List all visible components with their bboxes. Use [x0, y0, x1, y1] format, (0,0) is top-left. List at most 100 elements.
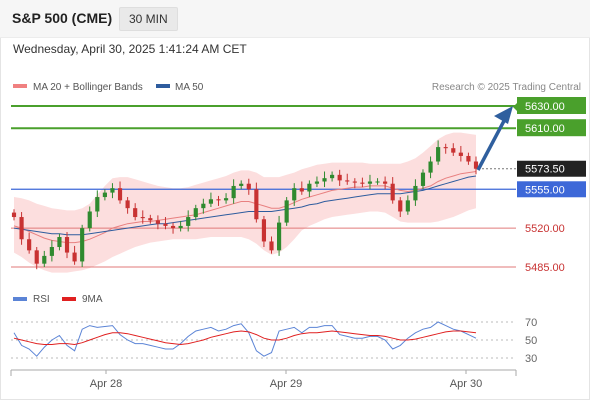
candle-body	[72, 252, 77, 262]
support-label: 5520.00	[525, 223, 565, 235]
pivot-tag-label: 5555.00	[525, 184, 565, 196]
rsi-legend-label: RSI	[33, 294, 50, 305]
candle-body	[49, 247, 54, 256]
last-price-label: 5573.50	[525, 164, 565, 176]
candle-body	[383, 181, 388, 184]
candle-body	[110, 188, 115, 193]
candle-body	[314, 181, 320, 184]
candle-body	[367, 181, 373, 184]
instrument-title: S&P 500 (CME)	[12, 10, 113, 26]
candle-body	[337, 174, 342, 181]
rsi-legend-swatch	[13, 297, 27, 301]
candle-body	[276, 222, 282, 251]
candle-body	[19, 217, 24, 240]
timestamp: Wednesday, April 30, 2025 1:41:24 AM CET	[13, 42, 247, 56]
rsi-ma-line	[13, 330, 477, 346]
candle-body	[34, 250, 39, 264]
candle-body	[451, 148, 456, 153]
candle-body	[223, 198, 229, 201]
candle-body	[216, 199, 221, 201]
candle-body	[102, 192, 107, 198]
ma50-line	[13, 175, 477, 236]
candle-body	[208, 199, 214, 204]
candle-body	[345, 180, 350, 182]
target-tag-label: 5630.00	[525, 101, 565, 113]
chart-header: S&P 500 (CME) 30 MIN	[0, 0, 590, 38]
candle-body	[125, 200, 130, 209]
ma50-legend-label: MA 50	[175, 82, 204, 93]
forecast-arrow	[476, 118, 507, 171]
candle-body	[11, 212, 17, 218]
candle-body	[148, 218, 153, 221]
candle-body	[155, 220, 160, 224]
candle-body	[292, 188, 297, 201]
candle-body	[269, 241, 274, 251]
candle-body	[322, 178, 327, 182]
candle-body	[466, 155, 471, 162]
candle-body	[201, 203, 206, 209]
ma50-legend-swatch	[156, 84, 170, 88]
rsi-ma-legend-swatch	[62, 297, 76, 301]
candle-body	[27, 239, 32, 251]
candle-body	[246, 183, 251, 190]
timeframe-button[interactable]: 30 MIN	[119, 7, 178, 31]
pivot-tag	[517, 181, 586, 198]
bollinger-band	[14, 132, 476, 273]
candle-body	[186, 217, 191, 226]
candle-body	[473, 161, 479, 169]
candle-body	[405, 200, 410, 212]
last-price-tag	[517, 160, 586, 177]
candle-body	[64, 237, 70, 253]
candle-body	[398, 200, 403, 212]
research-credit: Research © 2025 Trading Central	[432, 82, 581, 93]
rsi-ma-legend-label: 9MA	[82, 294, 103, 305]
candle-body	[57, 237, 62, 248]
support-label: 5485.00	[525, 262, 565, 274]
candle-body	[42, 255, 47, 264]
rsi-tick-label: 50	[525, 335, 537, 347]
target-tag	[517, 97, 586, 114]
candle-body	[413, 185, 418, 201]
candle-body	[140, 217, 145, 219]
rsi-tick-label: 70	[525, 317, 537, 329]
target-tag-label: 5610.00	[525, 123, 565, 135]
x-tick-label: Apr 29	[270, 378, 302, 390]
x-tick-label: Apr 28	[90, 378, 122, 390]
candle-body	[193, 208, 198, 218]
candle-body	[261, 219, 267, 242]
candle-body	[133, 208, 138, 218]
candle-body	[458, 152, 463, 156]
candle-body	[117, 188, 123, 201]
candle-body	[239, 183, 244, 186]
candle-body	[436, 147, 441, 162]
candle-body	[330, 174, 335, 179]
forecast-arrow-head	[494, 106, 513, 124]
rsi-tick-label: 30	[525, 353, 537, 365]
candle-body	[254, 189, 259, 220]
ma20-line	[13, 171, 477, 244]
candle-body	[178, 225, 183, 229]
candle-body	[307, 183, 312, 192]
target-tag	[517, 119, 586, 137]
candle-body	[420, 172, 426, 186]
candle-body	[390, 183, 395, 201]
candle-body	[352, 181, 357, 183]
ma20-legend-label: MA 20 + Bollinger Bands	[33, 82, 143, 93]
candle-body	[231, 185, 236, 199]
ma20-legend-swatch	[13, 84, 27, 88]
candle-body	[170, 225, 176, 229]
x-tick-label: Apr 30	[450, 378, 482, 390]
candle-body	[375, 181, 380, 183]
candle-body	[95, 197, 100, 212]
candle-body	[428, 161, 433, 173]
rsi-line	[13, 321, 477, 357]
candle-body	[360, 182, 365, 184]
candle-body	[80, 228, 85, 262]
candle-body	[163, 223, 168, 226]
candle-body	[299, 188, 304, 192]
tag-pointer	[513, 103, 517, 111]
candle-body	[87, 211, 92, 229]
candle-body	[443, 147, 448, 149]
candle-body	[284, 200, 289, 223]
